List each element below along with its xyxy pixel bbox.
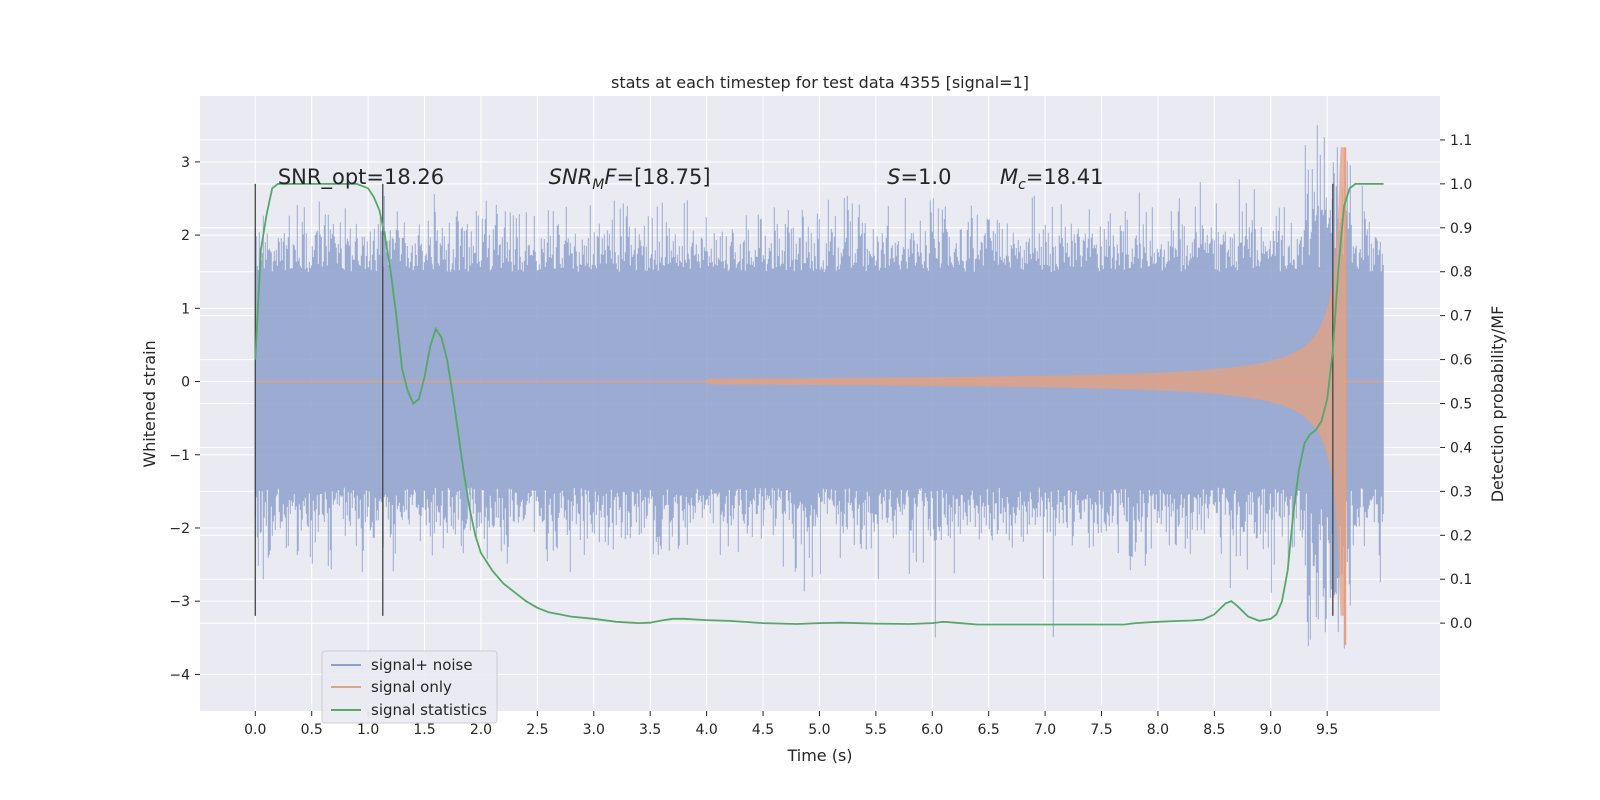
annotation-snr-opt: SNR_opt=18.26 [278, 165, 444, 190]
x-axis-label: Time (s) [786, 746, 852, 765]
y2-tick-label-0: 0.0 [1450, 616, 1472, 632]
x-tick-label-19: 9.5 [1316, 722, 1338, 738]
series-signal-statistics [254, 182, 1384, 626]
x-tick-label-7: 3.5 [639, 722, 661, 738]
y2-tick-label-7: 0.7 [1450, 309, 1472, 325]
x-tick-label-8: 4.0 [695, 722, 717, 738]
legend: signal+ noise signal only signal statist… [321, 650, 498, 724]
y2-tick-label-3: 0.3 [1450, 484, 1472, 500]
x-tick-label-17: 8.5 [1203, 722, 1225, 738]
y-tick-label-1: −3 [169, 594, 190, 610]
series-signal-only [255, 147, 1384, 646]
y2-axis-label: Detection probability/MF [1488, 306, 1507, 503]
legend-box [321, 650, 498, 724]
y-tick-label-2: −2 [169, 521, 190, 537]
y2-tick-label-11: 1.1 [1450, 133, 1472, 149]
y2-tick-label-4: 0.4 [1450, 440, 1472, 456]
y2-tick-label-1: 0.1 [1450, 572, 1472, 588]
x-tick-label-1: 0.5 [301, 722, 323, 738]
x-tick-label-18: 9.0 [1260, 722, 1282, 738]
annotation-mc-value: Mc=18.41 [1000, 165, 1104, 193]
x-tick-label-4: 2.0 [470, 722, 492, 738]
x-tick-label-16: 8.0 [1147, 722, 1169, 738]
y2-tick-label-5: 0.5 [1450, 397, 1472, 413]
y2-tick-label-8: 0.8 [1450, 265, 1472, 281]
x-tick-label-3: 1.5 [413, 722, 435, 738]
signal-statistics-line [254, 182, 1384, 626]
y2-tick-label-6: 0.6 [1450, 353, 1472, 369]
y-tick-label-4: 0 [181, 375, 190, 391]
y-tick-label-5: 1 [181, 301, 190, 317]
chart-title: stats at each timestep for test data 435… [611, 73, 1029, 92]
y-axis-ticks: −4 −3 −2 −1 0 1 2 3 [169, 155, 200, 683]
x-tick-label-11: 5.5 [865, 722, 887, 738]
y-tick-label-3: −1 [169, 448, 190, 464]
x-axis-ticks: 0.0 0.5 1.0 1.5 2.0 2.5 3.0 3.5 4.0 4.5 5.0 5.5 6.0 6… [244, 711, 1338, 738]
legend-label-signal-only: signal only [371, 678, 452, 696]
y2-axis-ticks: 0.0 0.1 0.2 0.3 0.4 0.5 0.6 0.7 0.8 0.9 1.0 1.1 [1440, 133, 1472, 632]
vertical-markers [254, 183, 1334, 616]
legend-label-signal-statistics: signal statistics [371, 701, 487, 719]
legend-label-signal-noise: signal+ noise [371, 656, 473, 674]
y2-tick-label-10: 1.0 [1450, 177, 1472, 193]
x-tick-label-6: 3.0 [583, 722, 605, 738]
y-axis-label: Whitened strain [140, 340, 159, 467]
annotations: SNR_opt=18.26 SNRMF=[18.75] S=1.0 Mc=18.41 [278, 165, 1104, 193]
y2-tick-label-9: 0.9 [1450, 221, 1472, 237]
y2-tick-label-2: 0.2 [1450, 528, 1472, 544]
x-tick-label-14: 7.0 [1034, 722, 1056, 738]
x-tick-label-15: 7.5 [1090, 722, 1112, 738]
annotation-s-value: S=1.0 [887, 165, 951, 189]
x-tick-label-10: 5.0 [808, 722, 830, 738]
y-tick-label-0: −4 [169, 667, 190, 683]
annotation-snr-mf: SNRMF=[18.75] [549, 165, 711, 193]
x-tick-label-12: 6.0 [921, 722, 943, 738]
y-tick-label-7: 3 [181, 155, 190, 171]
x-tick-label-2: 1.0 [357, 722, 379, 738]
x-tick-label-5: 2.5 [526, 722, 548, 738]
y-tick-label-6: 2 [181, 228, 190, 244]
x-tick-label-9: 4.5 [752, 722, 774, 738]
x-tick-label-13: 6.5 [978, 722, 1000, 738]
x-tick-label-0: 0.0 [244, 722, 266, 738]
